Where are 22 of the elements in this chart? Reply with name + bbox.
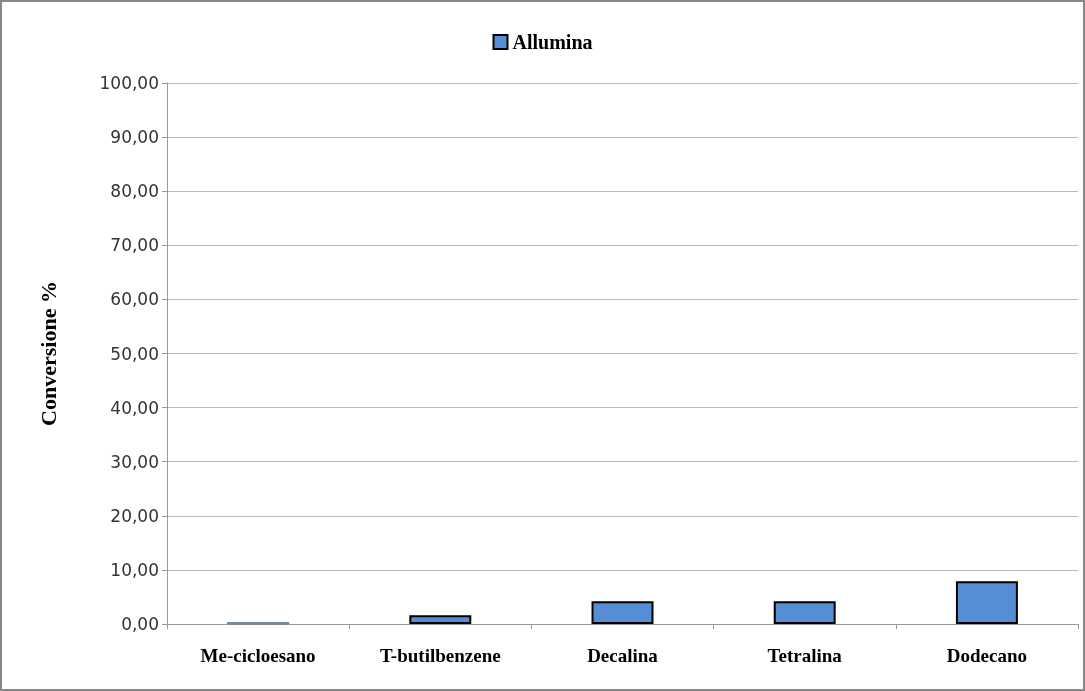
y-tick-label: 70,00 <box>110 235 159 256</box>
bar <box>773 601 836 624</box>
y-tick-label: 50,00 <box>110 343 159 364</box>
y-tick-label: 30,00 <box>110 451 159 472</box>
x-tick-label: Decalina <box>587 645 659 666</box>
x-tick-label: Me-cicloesano <box>200 645 316 666</box>
bar <box>955 581 1018 624</box>
y-axis-title: Conversione % <box>35 281 61 426</box>
y-tick-label: 60,00 <box>110 289 159 310</box>
y-tick-label: 80,00 <box>110 181 159 202</box>
bar <box>591 601 654 624</box>
x-tick-label: Dodecano <box>946 645 1028 666</box>
x-tick-label: Tetralina <box>767 645 843 666</box>
y-tick-label: 90,00 <box>110 127 159 148</box>
y-tick-label: 10,00 <box>110 559 159 580</box>
x-tick-label: T-butilbenzene <box>379 645 501 666</box>
bar <box>409 615 472 624</box>
y-tick-label: 0,00 <box>121 614 159 634</box>
y-tick-label: 100,00 <box>99 73 159 93</box>
y-tick-label: 40,00 <box>110 397 159 418</box>
y-tick-label: 20,00 <box>110 505 159 526</box>
legend-label: Allumina <box>512 31 593 53</box>
